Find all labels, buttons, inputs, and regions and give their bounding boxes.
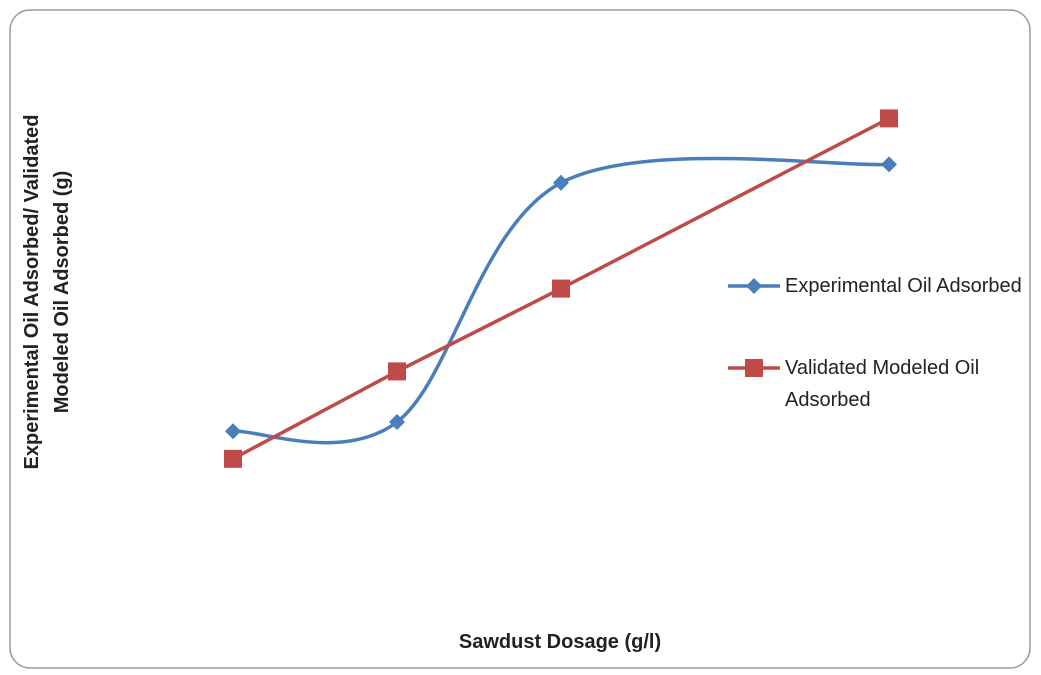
marker	[388, 362, 406, 381]
series-line	[232, 116, 890, 461]
marker	[745, 359, 763, 377]
x-axis-title: Sawdust Dosage (g/l)	[458, 631, 662, 653]
marker	[225, 423, 241, 440]
marker	[389, 414, 405, 430]
marker	[552, 279, 570, 298]
legend-label: Validated Modeled Oil Adsorbed	[785, 357, 980, 411]
y-axis-title: Experimental Oil Adsorbed/ Validated Mod…	[21, 114, 73, 470]
marker	[881, 156, 897, 173]
series-line	[232, 156, 890, 445]
marker	[224, 449, 242, 468]
chart-frame	[9, 9, 1031, 669]
marker	[880, 109, 898, 128]
marker	[746, 278, 762, 294]
marker	[553, 174, 569, 191]
legend-label: Experimental Oil Adsorbed	[785, 275, 1022, 297]
